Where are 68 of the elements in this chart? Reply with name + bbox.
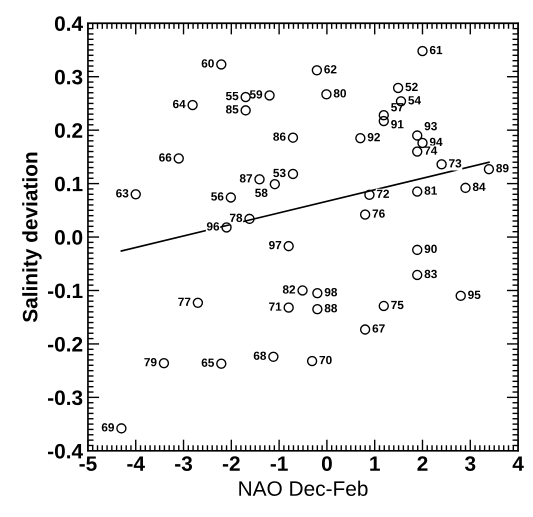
annotation: 81 [424,186,437,195]
annotation: 85 [226,105,238,114]
annotation: 87 [240,174,252,182]
x-axis-title: NAO Dec-Feb [239,480,368,496]
y-tick-label: 0.0 [54,230,82,245]
annotation: 71 [269,302,282,311]
y-tick-label: -0.3 [48,390,82,406]
y-tick-label: 0.4 [54,16,83,32]
annotation: 70 [320,356,332,364]
annotation: 79 [144,358,157,366]
x-tick-label: -5 [80,456,97,471]
annotation: 65 [202,358,214,367]
annotation: 78 [230,214,242,222]
annotation: 72 [376,190,390,198]
annotation: 59 [250,90,262,99]
x-tick-label: 4 [512,456,524,471]
annotation: 69 [102,423,114,432]
annotation: 80 [334,89,346,98]
annotation: 64 [172,100,186,108]
y-tick-label: 0.2 [54,123,82,138]
x-tick-label: 0 [322,456,332,471]
annotation: 52 [405,82,418,92]
annotation: 89 [496,164,509,172]
annotation: 61 [430,46,442,54]
x-tick-label: -3 [175,456,192,472]
annotation: 55 [226,92,238,100]
annotation: 68 [254,352,266,360]
x-tick-label: 3 [464,456,476,472]
annotation: 53 [273,168,286,178]
annotation: 98 [324,288,338,296]
y-tick-label: -0.2 [48,336,82,352]
y-tick-label: -0.1 [48,283,83,298]
annotation: 73 [449,159,462,168]
annotation: 86 [273,132,286,141]
annotation: 67 [372,324,385,333]
y-tick-label: 0.1 [54,176,83,192]
x-tick-label: 1 [370,456,380,471]
annotation: 93 [424,122,437,130]
annotation: 83 [424,270,437,278]
annotation: 88 [324,304,338,312]
annotation: 97 [269,240,282,250]
annotation: 90 [424,244,437,254]
annotation: 74 [424,146,438,155]
annotation: 91 [391,120,404,128]
annotation: 57 [391,103,404,112]
annotation: 62 [324,65,336,74]
annotation: 82 [282,285,296,294]
annotation: 92 [368,132,380,142]
annotation: 63 [116,189,128,198]
y-axis-title: Salinity deviation [22,152,42,322]
annotation: 54 [408,96,421,104]
annotation: 60 [202,59,214,68]
x-tick-label: -1 [270,456,288,471]
annotation: 94 [430,138,443,146]
x-tick-label: 2 [417,456,428,471]
annotation: 75 [391,300,404,310]
annotation: 96 [206,222,220,231]
y-tick-label: -0.4 [48,444,83,459]
annotation: 77 [178,298,190,306]
annotation: 58 [255,188,268,198]
annotation: 56 [211,192,224,201]
annotation: 66 [159,153,172,162]
x-tick-label: -4 [127,456,145,471]
annotation: 76 [372,209,385,218]
x-tick-label: -2 [222,456,240,471]
annotation: 84 [472,182,486,192]
y-tick-label: 0.3 [54,70,82,84]
annotation: 95 [468,290,480,300]
